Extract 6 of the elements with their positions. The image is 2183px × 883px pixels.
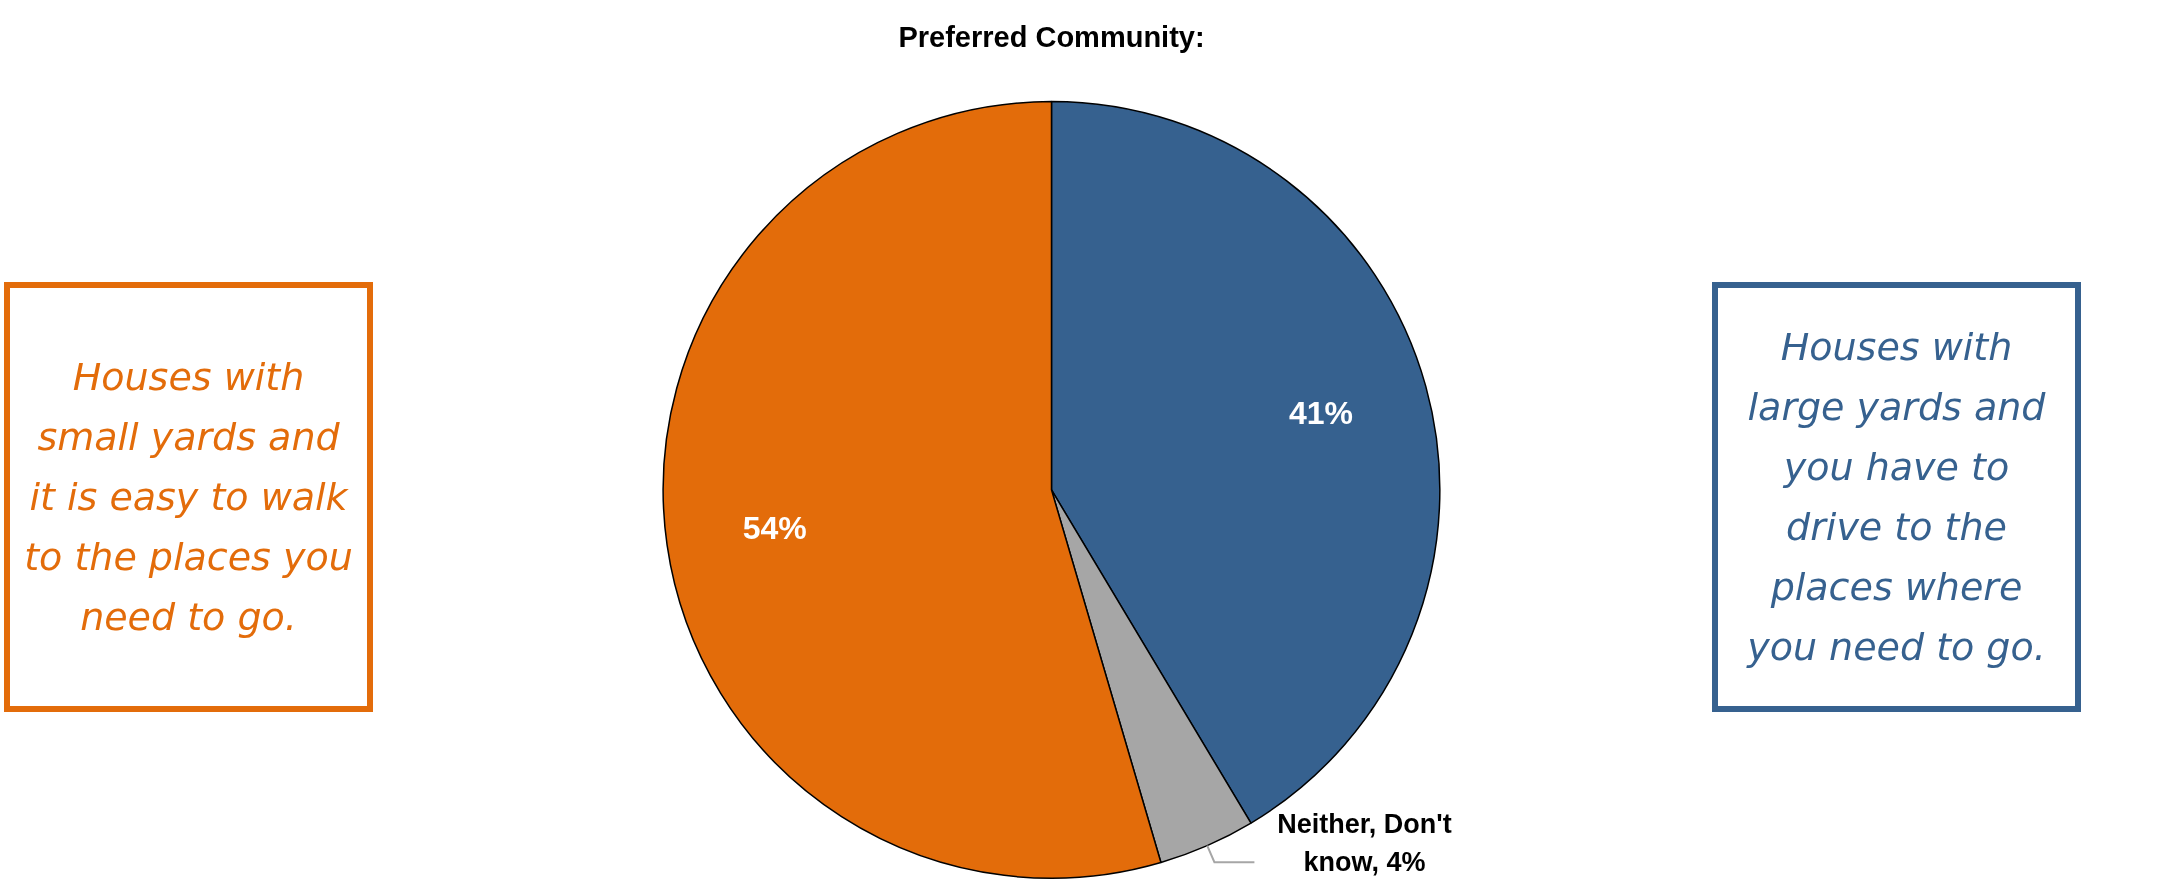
text-box: Houses with small yards and it is easy to walk to the places you need to go. [4,282,373,712]
slice-label: Neither, Don't know, 4% [1277,809,1452,878]
text-box: Houses with large yards and you have to drive to the places where you need to go. [1712,282,2081,712]
data-label: 54% [742,509,807,546]
chart-title: Preferred Community: [898,21,1205,54]
data-label: 41% [1288,395,1354,432]
